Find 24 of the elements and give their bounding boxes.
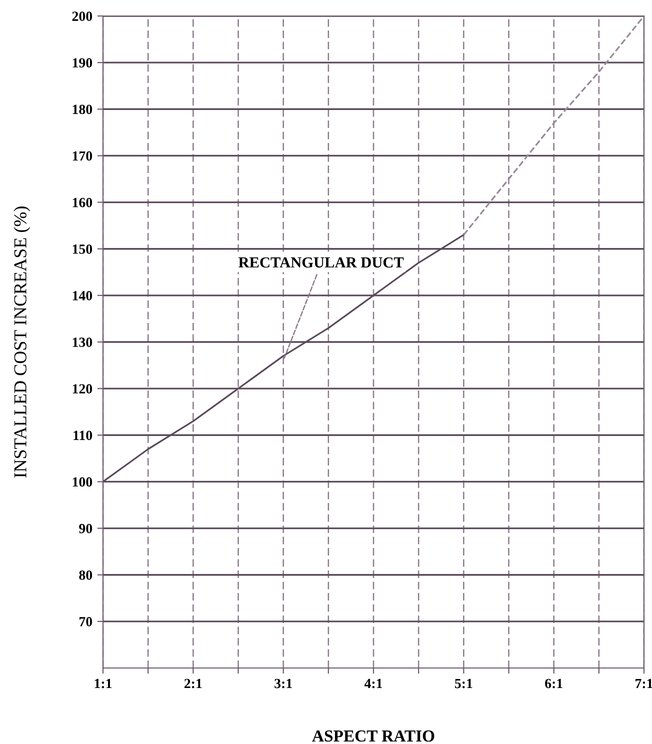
y-tick-label: 110: [74, 430, 92, 440]
y-tick-label: 70: [79, 617, 92, 626]
x-axis-title: ASPECT RATIO: [312, 730, 434, 742]
annotation: RECTANGULAR DUCT: [238, 257, 404, 268]
y-tick-label: 80: [79, 570, 92, 580]
y-tick-label: 120: [72, 384, 92, 394]
x-tick-label: 5:1: [454, 678, 472, 688]
x-tick-label: 4:1: [364, 678, 382, 688]
x-tick-label: 6:1: [545, 678, 562, 688]
y-tick-label: 190: [72, 58, 92, 68]
y-tick-label: 180: [72, 104, 92, 114]
y-tick-label: 150: [72, 244, 92, 254]
y-axis-title: INSTALLED COST INCREASE (%): [14, 206, 30, 478]
line-series: [462, 16, 644, 236]
y-tick-label: 90: [79, 524, 92, 534]
y-tick-label: 160: [72, 198, 92, 208]
x-tick-label: 3:1: [274, 678, 292, 688]
x-tick-label: 1:1: [94, 678, 112, 688]
x-tick-label: 2:1: [184, 678, 202, 688]
y-tick-label: 170: [72, 151, 92, 161]
y-tick-label: 100: [72, 477, 92, 487]
y-tick-label: 140: [72, 291, 92, 300]
y-tick-label: 130: [72, 338, 92, 347]
y-tick-label: 200: [72, 12, 92, 21]
